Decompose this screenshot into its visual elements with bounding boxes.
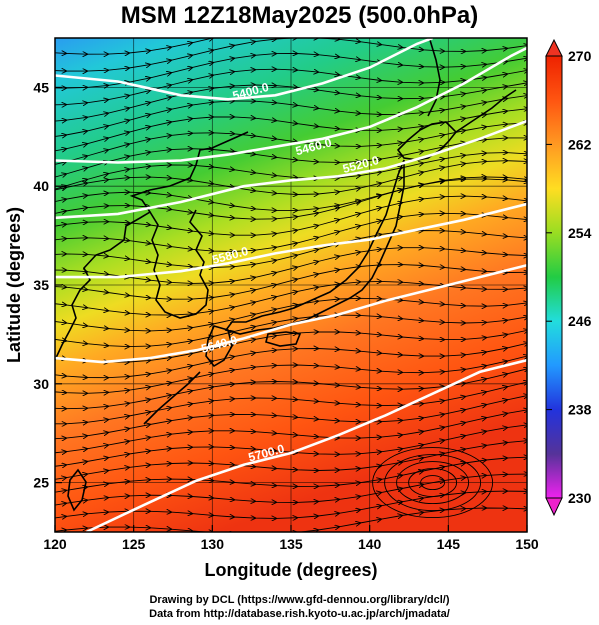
- colorbar-tick-label: 246: [568, 313, 592, 329]
- colorbar-lower-triangle: [545, 497, 563, 517]
- colorbar: 270 262 254 246 238 230: [545, 38, 592, 517]
- y-tick-label: 35: [33, 277, 49, 293]
- streamline: [55, 508, 527, 532]
- x-tick-label: 125: [122, 536, 146, 552]
- colorbar-upper-triangle: [545, 38, 563, 57]
- y-axis-ticks: 25 30 35 40 45: [33, 79, 62, 491]
- x-tick-label: 150: [515, 536, 539, 552]
- x-tick-label: 120: [43, 536, 67, 552]
- colorbar-tick-label: 254: [568, 225, 592, 241]
- contour-line: [55, 119, 527, 220]
- y-axis-title: Latitude (degrees): [4, 207, 24, 363]
- y-tick-label: 40: [33, 178, 49, 194]
- x-tick-label: 130: [201, 536, 225, 552]
- x-tick-label: 140: [358, 536, 382, 552]
- colorbar-tick-label: 230: [568, 490, 592, 506]
- credit-drawing: Drawing by DCL (https://www.gfd-dennou.o…: [149, 594, 450, 606]
- contour-line: [85, 358, 527, 532]
- contour-line: [55, 38, 434, 101]
- contour-line: [55, 202, 527, 279]
- colorbar-tick-label: 238: [568, 402, 592, 418]
- y-tick-label: 30: [33, 376, 49, 392]
- y-tick-label: 25: [33, 475, 49, 491]
- credit-data: Data from http://database.rish.kyoto-u.a…: [149, 608, 450, 620]
- map-title: MSM 12Z18May2025 (500.0hPa): [120, 2, 479, 29]
- y-tick-label: 45: [33, 79, 49, 95]
- x-axis-title: Longitude (degrees): [204, 560, 377, 580]
- contour-line: [55, 46, 527, 164]
- wind-streamlines: [55, 38, 527, 532]
- colorbar-tick-label: 262: [568, 136, 592, 152]
- x-tick-label: 145: [437, 536, 461, 552]
- x-tick-label: 135: [279, 536, 303, 552]
- contour-line: [55, 263, 527, 364]
- colorbar-tick-label: 270: [568, 48, 592, 64]
- x-axis-ticks: 120 125 130 135 140 145 150: [43, 525, 539, 552]
